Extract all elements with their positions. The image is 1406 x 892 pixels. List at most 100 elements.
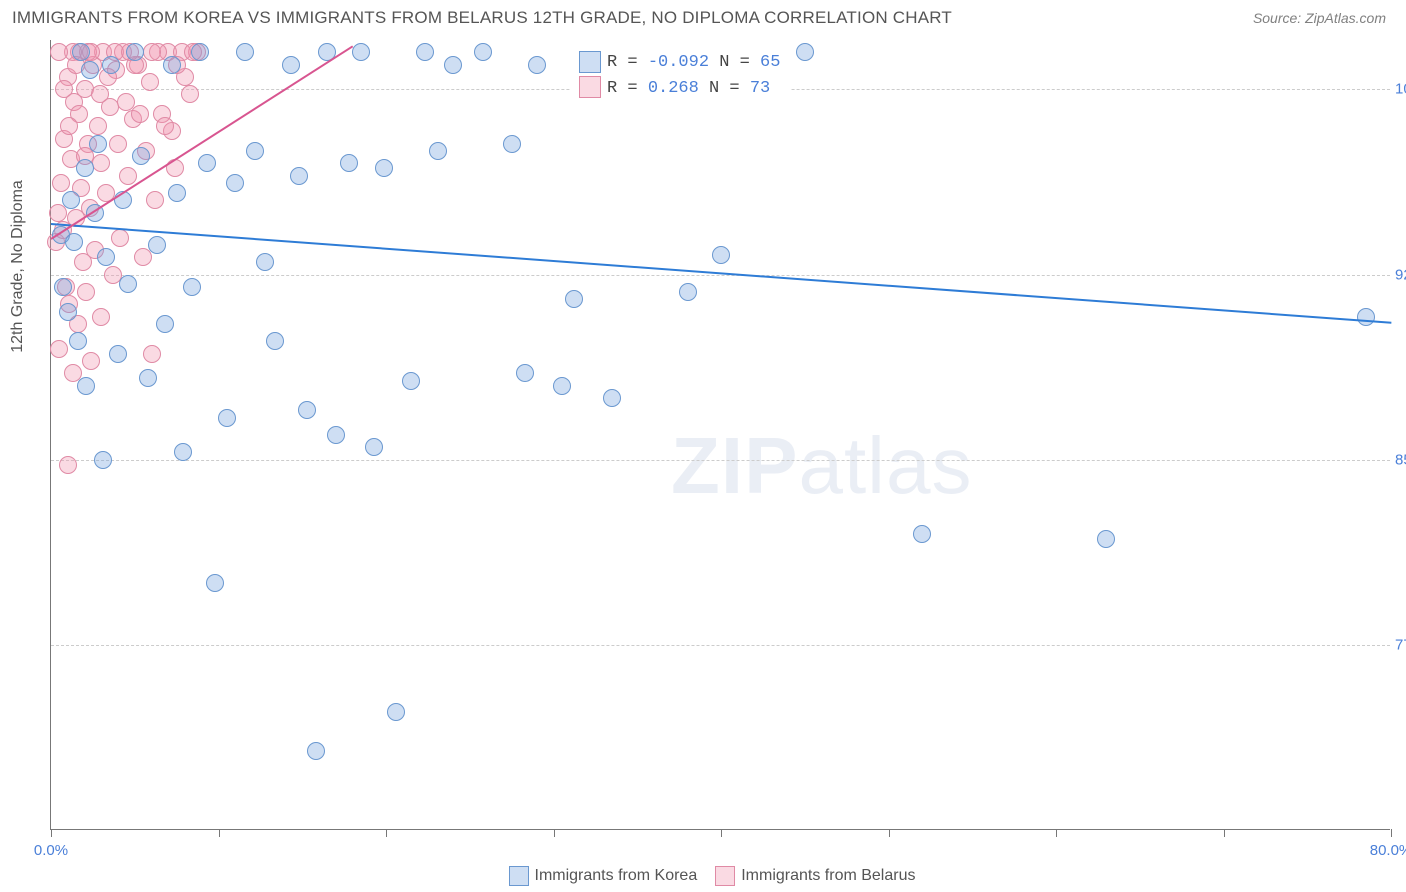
data-point xyxy=(82,352,100,370)
data-point xyxy=(236,43,254,61)
data-point xyxy=(77,283,95,301)
x-tick xyxy=(1056,829,1057,837)
data-point xyxy=(307,742,325,760)
x-tick-label: 0.0% xyxy=(34,842,68,859)
data-point xyxy=(54,278,72,296)
data-point xyxy=(352,43,370,61)
y-tick-label: 92.5% xyxy=(1395,266,1406,283)
data-point xyxy=(218,409,236,427)
data-point xyxy=(72,43,90,61)
series-legend: Immigrants from Korea Immigrants from Bel… xyxy=(0,866,1406,886)
data-point xyxy=(796,43,814,61)
data-point xyxy=(206,574,224,592)
legend-swatch xyxy=(579,51,601,73)
x-tick xyxy=(219,829,220,837)
x-tick xyxy=(889,829,890,837)
data-point xyxy=(148,236,166,254)
data-point xyxy=(913,525,931,543)
data-point xyxy=(266,332,284,350)
data-point xyxy=(183,278,201,296)
gridline-h xyxy=(51,460,1390,461)
legend-label: Immigrants from Korea xyxy=(535,867,698,884)
correlation-legend: R = -0.092 N = 65R = 0.268 N = 73 xyxy=(571,46,790,107)
correlation-legend-row: R = 0.268 N = 73 xyxy=(579,76,780,102)
data-point xyxy=(246,142,264,160)
data-point xyxy=(59,456,77,474)
data-point xyxy=(444,56,462,74)
legend-swatch xyxy=(715,866,735,886)
data-point xyxy=(375,159,393,177)
data-point xyxy=(52,174,70,192)
data-point xyxy=(181,85,199,103)
data-point xyxy=(119,275,137,293)
data-point xyxy=(1357,308,1375,326)
data-point xyxy=(553,377,571,395)
data-point xyxy=(139,369,157,387)
data-point xyxy=(91,85,109,103)
y-tick-label: 77.5% xyxy=(1395,636,1406,653)
data-point xyxy=(132,147,150,165)
y-axis-label: 12th Grade, No Diploma xyxy=(9,180,27,353)
data-point xyxy=(59,303,77,321)
data-point xyxy=(712,246,730,264)
x-tick xyxy=(1224,829,1225,837)
correlation-legend-row: R = -0.092 N = 65 xyxy=(579,50,780,76)
data-point xyxy=(365,438,383,456)
data-point xyxy=(340,154,358,172)
data-point xyxy=(94,451,112,469)
x-tick xyxy=(386,829,387,837)
data-point xyxy=(50,340,68,358)
x-tick xyxy=(1391,829,1392,837)
data-point xyxy=(387,703,405,721)
data-point xyxy=(282,56,300,74)
x-tick xyxy=(51,829,52,837)
x-tick-label: 80.0% xyxy=(1370,842,1406,859)
data-point xyxy=(60,117,78,135)
data-point xyxy=(603,389,621,407)
header-row: IMMIGRANTS FROM KOREA VS IMMIGRANTS FROM… xyxy=(0,0,1406,32)
data-point xyxy=(290,167,308,185)
data-point xyxy=(1097,530,1115,548)
trend-line xyxy=(51,223,1391,324)
legend-swatch xyxy=(509,866,529,886)
data-point xyxy=(156,117,174,135)
data-point xyxy=(143,345,161,363)
data-point xyxy=(109,345,127,363)
data-point xyxy=(174,443,192,461)
data-point xyxy=(141,73,159,91)
data-point xyxy=(55,80,73,98)
data-point xyxy=(163,56,181,74)
gridline-h xyxy=(51,645,1390,646)
data-point xyxy=(89,117,107,135)
data-point xyxy=(76,159,94,177)
data-point xyxy=(516,364,534,382)
data-point xyxy=(256,253,274,271)
gridline-h xyxy=(51,275,1390,276)
data-point xyxy=(81,61,99,79)
data-point xyxy=(126,43,144,61)
data-point xyxy=(65,233,83,251)
data-point xyxy=(226,174,244,192)
x-tick xyxy=(721,829,722,837)
chart-title: IMMIGRANTS FROM KOREA VS IMMIGRANTS FROM… xyxy=(12,8,952,28)
y-tick-label: 85.0% xyxy=(1395,451,1406,468)
data-point xyxy=(69,332,87,350)
data-point xyxy=(474,43,492,61)
legend-label: Immigrants from Belarus xyxy=(741,867,915,884)
data-point xyxy=(416,43,434,61)
data-point xyxy=(503,135,521,153)
data-point xyxy=(102,56,120,74)
data-point xyxy=(89,135,107,153)
data-point xyxy=(156,315,174,333)
data-point xyxy=(119,167,137,185)
data-point xyxy=(191,43,209,61)
data-point xyxy=(50,43,68,61)
data-point xyxy=(402,372,420,390)
data-point xyxy=(131,105,149,123)
data-point xyxy=(198,154,216,172)
data-point xyxy=(146,191,164,209)
data-point xyxy=(109,135,127,153)
data-point xyxy=(429,142,447,160)
scatter-plot: ZIPatlas 77.5%85.0%92.5%100.0%0.0%80.0%R… xyxy=(50,40,1390,830)
watermark: ZIPatlas xyxy=(671,420,972,512)
